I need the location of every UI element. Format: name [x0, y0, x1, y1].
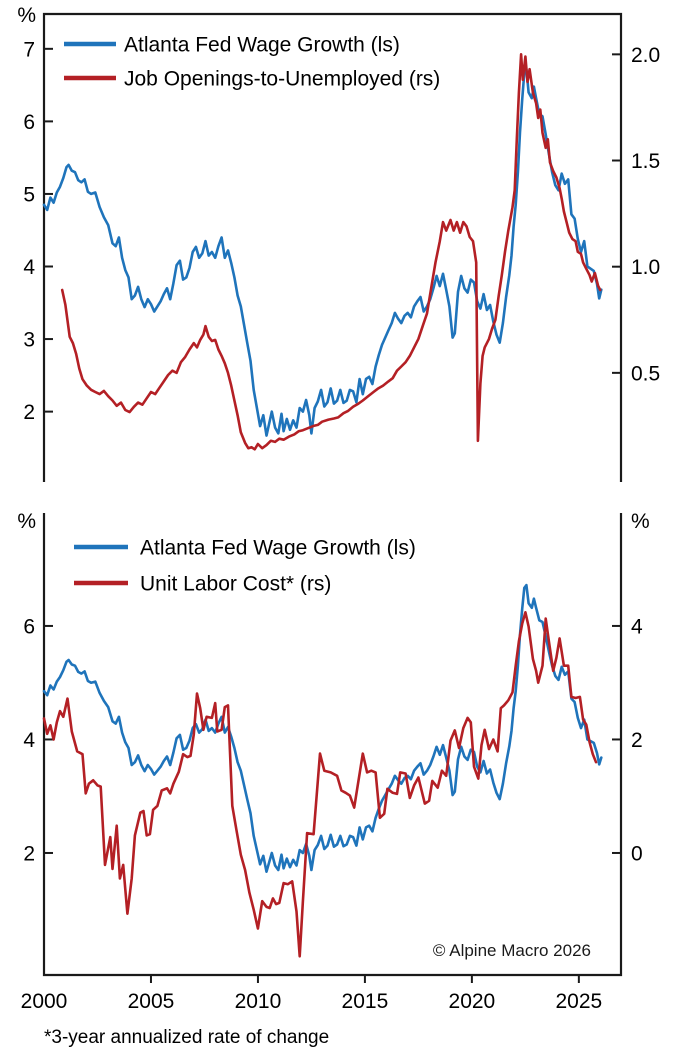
x-axis-year-label: 2005	[128, 990, 175, 1013]
axis-frame	[42, 12, 623, 482]
legend-label-wage-growth-top: Atlanta Fed Wage Growth (ls)	[124, 34, 400, 57]
series-line-atlanta-fed-wage-growth-ls	[42, 67, 603, 437]
right-axis-tick-label: 4	[631, 615, 643, 638]
panel-bottom-right-axis-unit-label: %	[631, 510, 650, 533]
x-axis-year-label: 2015	[342, 990, 389, 1013]
footnote-text: *3-year annualized rate of change	[44, 1027, 329, 1048]
panel-bottom-wage-vs-unit-labor-cost: 2 4 6 0 2 4 % % Atlanta Fed Wage Growth (ls) …	[17, 510, 649, 1013]
x-axis-year-label: 2010	[235, 990, 282, 1013]
right-axis-tick-label: 0.5	[631, 362, 660, 385]
right-axis-tick-label: 1.0	[631, 256, 660, 279]
series-line-job-openings-to-unemployed-rs	[60, 52, 602, 451]
series-line-atlanta-fed-wage-growth-ls	[42, 583, 603, 874]
left-axis-tick-label: 3	[23, 329, 35, 352]
panel-bottom-series-lines	[42, 583, 603, 958]
left-axis-tick-label: 5	[23, 183, 35, 206]
right-axis-tick-label: 2.0	[631, 44, 660, 67]
left-axis-tick-label: 2	[23, 842, 35, 865]
x-axis-year-label: 2025	[555, 990, 602, 1013]
panel-top-legend: Atlanta Fed Wage Growth (ls) Job Opening…	[64, 34, 440, 91]
x-axis-year-labels: 2000 2005 2010 2015 2020 2025	[21, 990, 603, 1013]
panel-top-axes: 2 3 4 5 6 7 0.5 1.0 1.5 2.0	[23, 12, 660, 482]
legend-label-unit-labor-cost: Unit Labor Cost* (rs)	[140, 573, 331, 596]
panel-top-wage-vs-job-openings: 2 3 4 5 6 7 0.5 1.0 1.5 2.0 % Atlanta Fed Wage Gr…	[17, 4, 660, 482]
copyright-text: © Alpine Macro 2026	[433, 941, 591, 960]
right-axis-tick-label: 0	[631, 842, 643, 865]
left-axis-tick-label: 6	[23, 111, 35, 134]
panel-bottom-axes: 2 4 6 0 2 4	[23, 513, 643, 983]
left-axis-tick-label: 6	[23, 615, 35, 638]
legend-label-job-openings: Job Openings-to-Unemployed (rs)	[124, 68, 440, 91]
left-axis-tick-label: 4	[23, 256, 35, 279]
right-axis-tick-label: 1.5	[631, 150, 660, 173]
panel-top-series-lines	[42, 52, 603, 451]
panel-bottom-legend: Atlanta Fed Wage Growth (ls) Unit Labor …	[74, 537, 416, 596]
axis-frame	[42, 513, 623, 977]
left-axis-tick-label: 4	[23, 729, 35, 752]
legend-label-wage-growth-bottom: Atlanta Fed Wage Growth (ls)	[140, 537, 416, 560]
right-axis-tick-label: 2	[631, 729, 643, 752]
left-axis-tick-label: 2	[23, 401, 35, 424]
x-axis-year-label: 2000	[21, 990, 68, 1013]
panel-bottom-left-axis-unit-label: %	[17, 510, 36, 533]
x-axis-year-label: 2020	[449, 990, 496, 1013]
series-line-unit-labor-cost-rs	[42, 610, 598, 958]
left-axis-tick-label: 7	[23, 38, 35, 61]
panel-top-left-axis-unit-label: %	[17, 4, 36, 27]
